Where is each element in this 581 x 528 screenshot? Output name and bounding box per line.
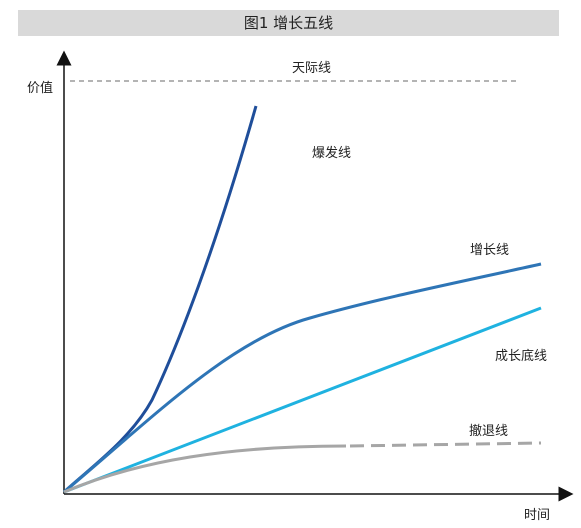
growth-line <box>63 262 542 494</box>
growth-line-label: 增长线 <box>470 243 509 258</box>
x-axis-label: 时间 <box>524 508 550 523</box>
y-axis-label: 价值 <box>27 80 53 96</box>
ceiling-line-label: 天际线 <box>292 61 331 76</box>
explosive-line-label: 爆发线 <box>312 145 351 161</box>
growth-floor-line-label: 成长底线 <box>495 348 547 364</box>
retreat-line-dashed <box>349 441 542 448</box>
growth-floor-line <box>63 306 542 494</box>
retreat-line-label: 撤退线 <box>469 423 508 439</box>
explosive-line <box>62 105 258 494</box>
retreat-line-solid <box>63 444 347 494</box>
figure-title: 图1 增长五线 <box>18 10 559 36</box>
